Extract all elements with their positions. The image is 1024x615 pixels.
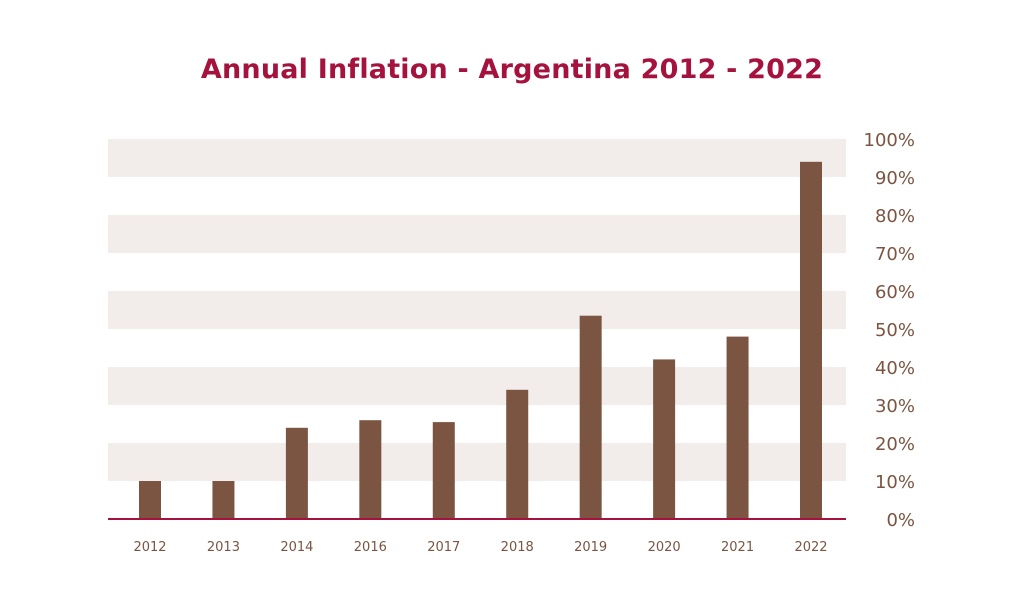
- x-tick-label: 2017: [427, 540, 460, 555]
- chart-title: Annual Inflation - Argentina 2012 - 2022: [200, 54, 824, 85]
- x-tick-label: 2014: [280, 540, 313, 555]
- x-tick-label: 2019: [574, 540, 607, 555]
- bar-2018: [506, 389, 529, 519]
- y-tick-label: 40%: [875, 358, 915, 379]
- x-tick-label: 2022: [794, 540, 827, 555]
- y-tick-label: 0%: [886, 510, 915, 531]
- x-tick-labels: 2012 2013 2014 2016 2017 2018 2019 2020 2021 2022: [133, 540, 827, 555]
- grid-band: [108, 291, 846, 329]
- bar-2012: [139, 481, 161, 519]
- bar-2013: [212, 481, 235, 519]
- x-tick-label: 2020: [648, 540, 681, 555]
- x-tick-label: 2013: [207, 540, 240, 555]
- bar-2020: [653, 359, 676, 519]
- y-tick-label: 30%: [875, 396, 915, 417]
- bar-2021: [726, 336, 749, 519]
- y-tick-label: 60%: [875, 282, 915, 303]
- grid-band: [108, 139, 846, 177]
- grid-band: [108, 443, 846, 481]
- grid-band: [108, 215, 846, 253]
- y-tick-label: 20%: [875, 434, 915, 455]
- y-tick-label: 100%: [864, 130, 915, 151]
- x-tick-label: 2018: [501, 540, 534, 555]
- bar-2016: [359, 420, 382, 519]
- bar-2022: [800, 161, 822, 520]
- bar-2019: [579, 315, 602, 519]
- y-tick-label: 10%: [875, 472, 915, 493]
- x-tick-label: 2012: [133, 540, 166, 555]
- grid-bands: [108, 139, 846, 481]
- y-tick-label: 90%: [875, 168, 915, 189]
- y-tick-labels: 0% 10% 20% 30% 40% 50% 60% 70% 80% 90% 100%: [864, 130, 915, 531]
- y-tick-label: 80%: [875, 206, 915, 227]
- y-tick-label: 50%: [875, 320, 915, 341]
- bars: [139, 161, 822, 520]
- y-tick-label: 70%: [875, 244, 915, 265]
- bar-2014: [285, 427, 308, 519]
- bar-2017: [432, 422, 455, 519]
- grid-band: [108, 367, 846, 405]
- x-tick-label: 2021: [721, 540, 754, 555]
- x-tick-label: 2016: [354, 540, 387, 555]
